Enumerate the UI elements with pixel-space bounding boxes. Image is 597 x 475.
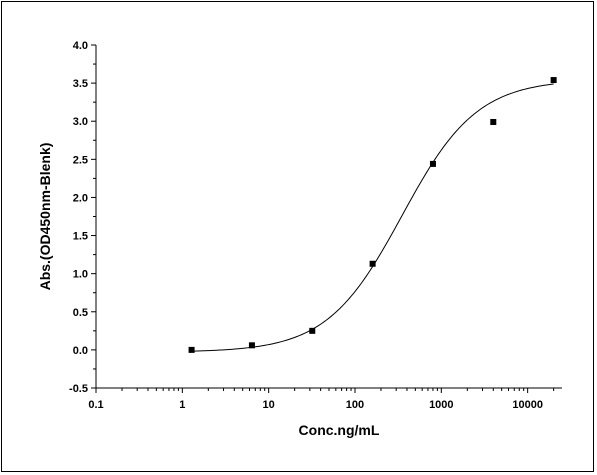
x-tick-label: 1 — [179, 399, 185, 411]
x-tick-label: 1000 — [429, 399, 453, 411]
y-axis-title: Abs.(OD450nm-Blenk) — [37, 143, 53, 291]
y-tick-label: 0.0 — [73, 345, 88, 357]
x-tick-label: 100 — [346, 399, 364, 411]
x-tick-label: 10 — [263, 399, 275, 411]
y-tick-label: 2.0 — [73, 192, 88, 204]
y-axis-ticks: -0.5 0.0 0.5 1.0 1.5 2.0 2.5 3.0 3.5 4.0 — [69, 40, 96, 395]
y-tick-label: 1.0 — [73, 269, 88, 281]
x-axis-title: Conc.ng/mL — [299, 422, 380, 438]
data-point — [369, 260, 376, 267]
data-point — [248, 342, 255, 349]
data-point — [490, 118, 497, 125]
data-point — [309, 327, 316, 334]
data-point — [188, 346, 195, 353]
y-tick-label: -0.5 — [69, 383, 88, 395]
y-tick-label: 4.0 — [73, 40, 88, 52]
y-tick-label: 3.5 — [73, 78, 88, 90]
x-tick-label: 10000 — [512, 399, 543, 411]
y-tick-label: 0.5 — [73, 307, 88, 319]
y-tick-label: 2.5 — [73, 154, 88, 166]
fit-curve — [189, 83, 554, 352]
axes — [95, 45, 562, 389]
data-point — [550, 77, 557, 84]
y-tick-label: 1.5 — [73, 231, 88, 243]
data-point — [429, 160, 436, 167]
x-axis-ticks: 0.1 1 10 100 1000 10000 — [88, 388, 555, 411]
x-tick-label: 0.1 — [88, 399, 103, 411]
data-points — [188, 77, 557, 353]
y-tick-label: 3.0 — [73, 116, 88, 128]
